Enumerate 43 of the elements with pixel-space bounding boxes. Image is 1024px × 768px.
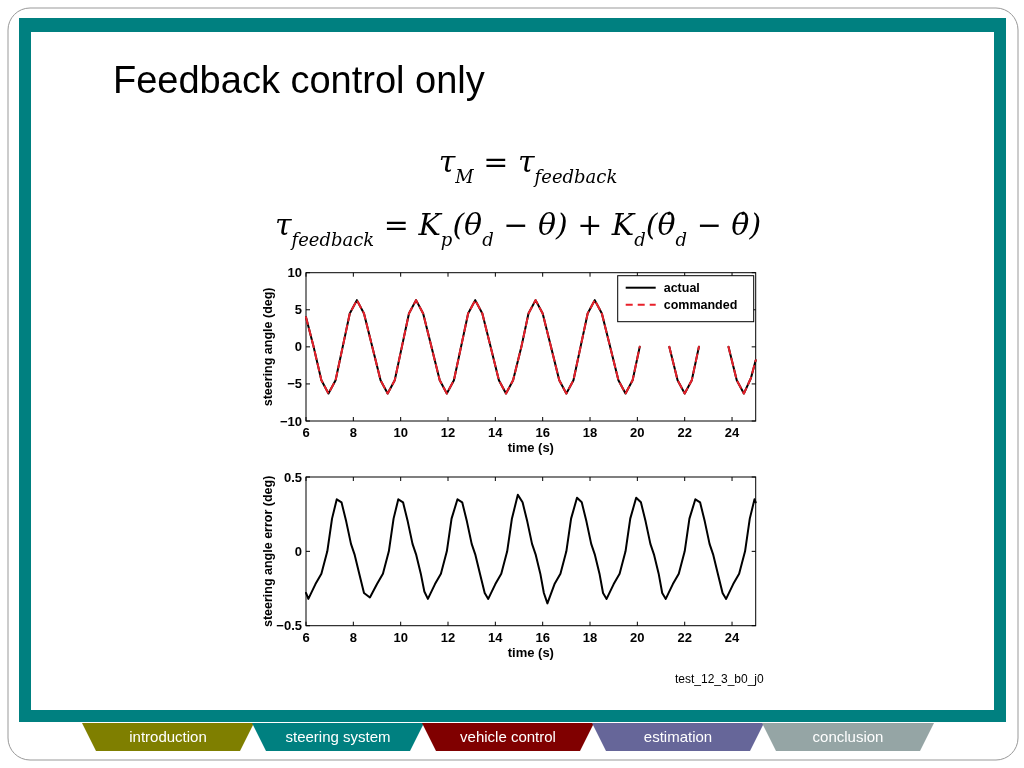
y-tick-label: 5 [294, 302, 302, 318]
text: estimation [643, 728, 713, 745]
x-tick-label: 10 [393, 629, 408, 645]
x-tick-label: 14 [488, 425, 504, 440]
x-tick-label: 8 [349, 425, 357, 440]
text: Feedback control only [113, 59, 485, 101]
x-tick-label: 14 [488, 629, 504, 645]
y-tick-label: −10 [279, 413, 302, 429]
x-tick-label: 24 [724, 425, 741, 440]
x-tick-label: 18 [582, 425, 598, 440]
y-tick-label: −5 [287, 376, 302, 392]
legend-label: actual [663, 280, 700, 295]
x-tick-label: 18 [582, 629, 598, 645]
y-tick-label: 0 [294, 339, 302, 355]
x-tick-label: 6 [302, 629, 310, 645]
y-tick-label: 10 [287, 265, 302, 281]
text: τ$_{feedback}$ = K$_{p}$(θ$_{d}$ − θ) + K$_{d}$(θ̇$_{d}$ − θ̇) [274, 207, 762, 250]
y-axis-title: steering angle (deg) [261, 287, 275, 407]
x-tick-label: 12 [440, 629, 456, 645]
text: vehicle control [460, 728, 556, 745]
x-tick-label: 22 [677, 629, 692, 645]
x-tick-label: 16 [535, 425, 550, 440]
x-tick-label: 16 [535, 629, 550, 645]
y-tick-label: 0 [294, 543, 302, 559]
x-axis-title: time (s) [507, 644, 554, 660]
x-tick-label: 8 [349, 629, 357, 645]
text: steering system [285, 728, 391, 745]
x-tick-label: 6 [302, 425, 310, 440]
text: introduction [129, 728, 207, 745]
text: test_12_3_b0_j0 [674, 671, 765, 686]
x-tick-label: 20 [630, 629, 645, 645]
legend-label: commanded [663, 297, 738, 312]
x-tick-label: 12 [440, 425, 456, 440]
x-tick-label: 24 [724, 629, 741, 645]
y-tick-label: 0.5 [283, 469, 302, 485]
y-tick-label: −0.5 [276, 618, 302, 634]
x-axis-title: time (s) [507, 440, 554, 455]
x-tick-label: 22 [677, 425, 692, 440]
x-tick-label: 20 [630, 425, 645, 440]
text: conclusion [812, 728, 884, 745]
y-axis-title: steering angle error (deg) [261, 475, 275, 628]
text: τ$_{M}$ = τ$_{feedback}$ [438, 144, 618, 187]
x-tick-label: 10 [393, 425, 408, 440]
